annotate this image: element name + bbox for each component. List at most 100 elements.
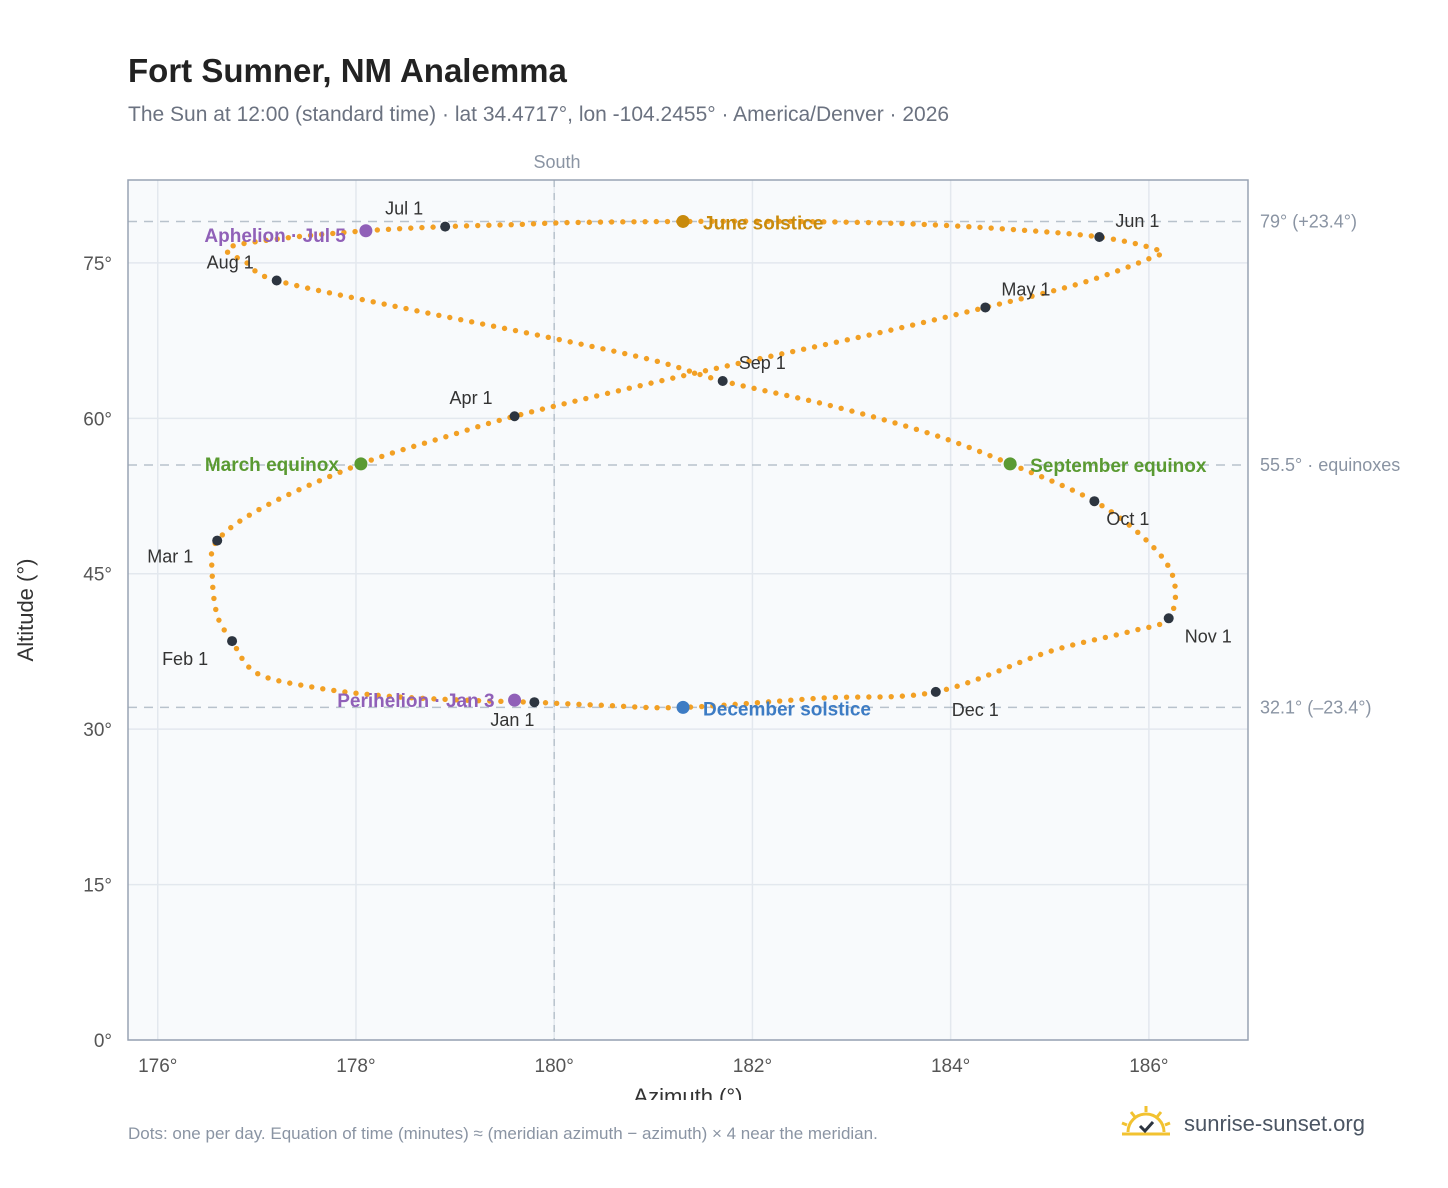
daily-dot xyxy=(698,218,704,225)
daily-dot xyxy=(496,417,502,424)
daily-dot xyxy=(881,417,887,423)
daily-dot xyxy=(550,403,556,410)
brand-name: sunrise-sunset.org xyxy=(1184,1111,1365,1136)
daily-dot xyxy=(420,695,426,702)
plot-background xyxy=(128,180,1248,1040)
daily-dot xyxy=(583,395,589,402)
daily-dot xyxy=(844,337,850,343)
daily-dot xyxy=(843,694,850,700)
daily-dot xyxy=(408,695,415,701)
daily-dot xyxy=(1021,227,1028,234)
daily-dot xyxy=(239,655,245,662)
daily-dot xyxy=(622,350,628,357)
daily-dot xyxy=(1077,232,1083,238)
daily-dot xyxy=(913,426,920,432)
daily-dot xyxy=(1007,298,1014,305)
daily-dot xyxy=(632,353,639,359)
daily-dot xyxy=(453,430,460,437)
daily-dot xyxy=(296,233,303,240)
daily-dot xyxy=(659,377,665,384)
daily-dot xyxy=(765,699,772,705)
daily-dot xyxy=(754,218,760,224)
daily-dot xyxy=(945,437,951,443)
daily-dot xyxy=(589,343,595,350)
daily-dot xyxy=(1027,655,1033,662)
daily-dot xyxy=(620,703,627,710)
daily-dot xyxy=(320,686,326,692)
daily-dot xyxy=(637,382,643,389)
daily-dot xyxy=(854,219,860,226)
daily-dot xyxy=(709,218,715,225)
daily-dot xyxy=(877,329,883,336)
daily-dot xyxy=(1143,537,1149,543)
reference-line-label: 79° (+23.4°) xyxy=(1260,211,1357,231)
plot-frame xyxy=(127,179,1249,1041)
daily-dot xyxy=(541,220,548,227)
daily-dot xyxy=(608,219,615,225)
daily-dot xyxy=(1117,515,1124,521)
daily-dot xyxy=(810,695,816,702)
daily-dot xyxy=(1156,252,1163,258)
month-label: Feb 1 xyxy=(162,649,208,669)
daily-dot xyxy=(966,224,972,230)
daily-dot xyxy=(233,645,240,652)
daily-dot xyxy=(564,219,570,226)
daily-dot xyxy=(1040,290,1046,297)
daily-dot xyxy=(447,314,453,321)
daily-dot xyxy=(1029,293,1035,299)
daily-dot xyxy=(988,225,994,231)
daily-dot xyxy=(877,694,883,700)
y-tick-label: 45° xyxy=(83,565,112,586)
month-markers: Jan 1 Feb 1 Mar 1 Apr 1 May 1 Jun 1 Jul 1 Aug 1… xyxy=(147,199,1232,731)
daily-dot xyxy=(352,228,358,235)
x-tick-label: 178° xyxy=(336,1056,375,1077)
daily-dot xyxy=(431,696,437,702)
event-label: Aphelion · Jul 5 xyxy=(204,226,346,247)
daily-dot xyxy=(414,308,420,314)
daily-dot xyxy=(832,219,838,225)
daily-dot xyxy=(643,355,650,362)
daily-dot xyxy=(615,388,622,394)
daily-dot xyxy=(374,227,381,233)
daily-dot xyxy=(442,696,448,703)
daily-dot xyxy=(1114,268,1121,274)
daily-dot xyxy=(997,457,1004,463)
daily-dot xyxy=(654,358,661,365)
daily-dot xyxy=(520,699,526,705)
daily-dot xyxy=(954,683,960,689)
daily-dot xyxy=(341,229,347,236)
axis-ticks: 176° 178° 180° 182° 184° 186° 0° 15° 30° 45° 60° 75… xyxy=(83,254,1168,1077)
y-tick-label: 0° xyxy=(94,1031,112,1052)
month-marker xyxy=(1163,613,1174,624)
daily-dot xyxy=(1158,553,1165,559)
daily-dot xyxy=(286,491,292,498)
daily-dot xyxy=(1093,275,1100,281)
daily-dot xyxy=(702,368,709,374)
daily-dot xyxy=(609,702,616,709)
daily-dot xyxy=(921,691,928,697)
daily-dot xyxy=(665,705,671,711)
daily-dot xyxy=(1050,288,1057,294)
daily-dot xyxy=(966,444,972,451)
daily-dot xyxy=(287,680,293,686)
brand-logo[interactable]: sunrise-sunset.org xyxy=(1118,1104,1365,1144)
daily-dot xyxy=(307,232,314,239)
chart-title: Fort Sumner, NM Analemma xyxy=(128,52,567,89)
y-tick-label: 75° xyxy=(83,254,112,275)
daily-dot xyxy=(276,496,282,502)
daily-dot xyxy=(1017,659,1023,666)
daily-dot xyxy=(464,427,470,433)
daily-dot xyxy=(732,701,738,708)
daily-dot xyxy=(337,469,343,475)
daily-dot xyxy=(408,225,414,231)
daily-dot xyxy=(849,408,855,414)
daily-dot xyxy=(598,702,604,708)
y-tick-label: 30° xyxy=(83,720,112,741)
daily-dot xyxy=(855,334,861,341)
daily-dot xyxy=(654,704,660,711)
analemma-chart: 79° (+23.4°) 55.5° · equinoxes 32.1° (–23.… xyxy=(13,152,1400,1100)
daily-dot xyxy=(1151,545,1157,551)
daily-dot xyxy=(765,218,771,224)
daily-dot xyxy=(1135,529,1141,536)
daily-dot xyxy=(213,606,219,613)
